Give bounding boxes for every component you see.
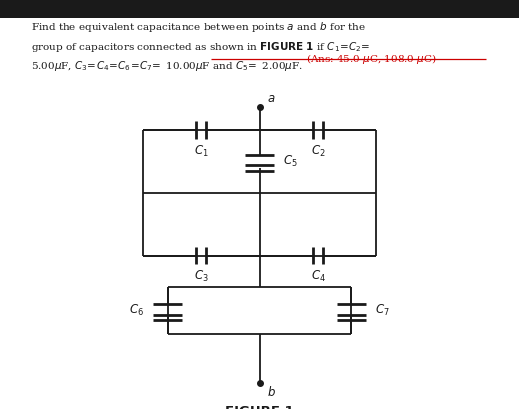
Text: $C_6$: $C_6$ [129,303,144,318]
Text: $a$: $a$ [267,92,276,105]
Text: $C_7$: $C_7$ [375,303,389,318]
Text: $C_5$: $C_5$ [283,154,298,169]
Text: $b$: $b$ [267,385,276,399]
Text: $C_3$: $C_3$ [194,269,208,284]
Text: $C_1$: $C_1$ [194,144,208,159]
Text: (Ans: 45.0 $\mu$C, 108.0 $\mu$C): (Ans: 45.0 $\mu$C, 108.0 $\mu$C) [306,52,437,65]
Text: $C_4$: $C_4$ [310,269,325,284]
Text: $C_2$: $C_2$ [311,144,325,159]
Text: FIGURE 1: FIGURE 1 [225,405,294,409]
Text: Find the equivalent capacitance between points $\mathbf{\mathit{a}}$ and $\mathb: Find the equivalent capacitance between … [31,20,370,73]
